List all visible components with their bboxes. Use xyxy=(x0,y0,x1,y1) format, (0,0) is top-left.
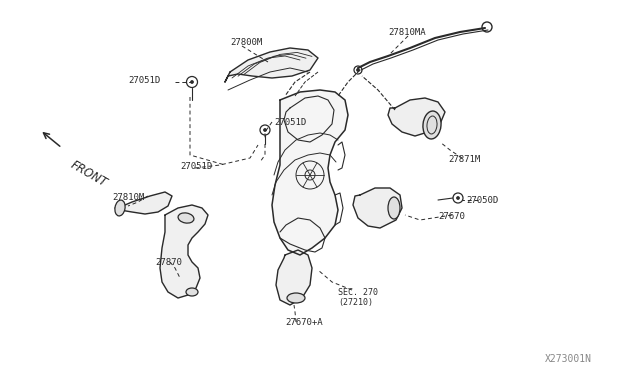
Circle shape xyxy=(356,68,360,71)
Text: 27051D: 27051D xyxy=(128,76,160,85)
Circle shape xyxy=(264,128,266,131)
Text: 27051D: 27051D xyxy=(274,118,307,127)
Text: 27051D: 27051D xyxy=(180,162,212,171)
Text: 27670: 27670 xyxy=(438,212,465,221)
Polygon shape xyxy=(115,192,172,214)
Circle shape xyxy=(456,196,460,199)
Text: 27050D: 27050D xyxy=(466,196,499,205)
Ellipse shape xyxy=(423,111,441,139)
Circle shape xyxy=(191,80,193,83)
Polygon shape xyxy=(353,188,402,228)
Ellipse shape xyxy=(388,197,400,219)
Text: 27870: 27870 xyxy=(155,258,182,267)
Ellipse shape xyxy=(186,288,198,296)
Ellipse shape xyxy=(115,200,125,216)
Text: X273001N: X273001N xyxy=(545,354,592,364)
Polygon shape xyxy=(388,98,445,136)
Text: 27670+A: 27670+A xyxy=(285,318,323,327)
Ellipse shape xyxy=(287,293,305,303)
Text: 27810M: 27810M xyxy=(112,193,144,202)
Polygon shape xyxy=(225,48,318,82)
Text: 27810MA: 27810MA xyxy=(388,28,426,37)
Text: FRONT: FRONT xyxy=(68,158,109,189)
Text: 27800M: 27800M xyxy=(230,38,262,47)
Polygon shape xyxy=(160,205,208,298)
Text: 27871M: 27871M xyxy=(448,155,480,164)
Ellipse shape xyxy=(178,213,194,223)
Text: SEC. 270
(27210): SEC. 270 (27210) xyxy=(338,288,378,307)
Polygon shape xyxy=(272,90,348,255)
Polygon shape xyxy=(276,250,312,305)
